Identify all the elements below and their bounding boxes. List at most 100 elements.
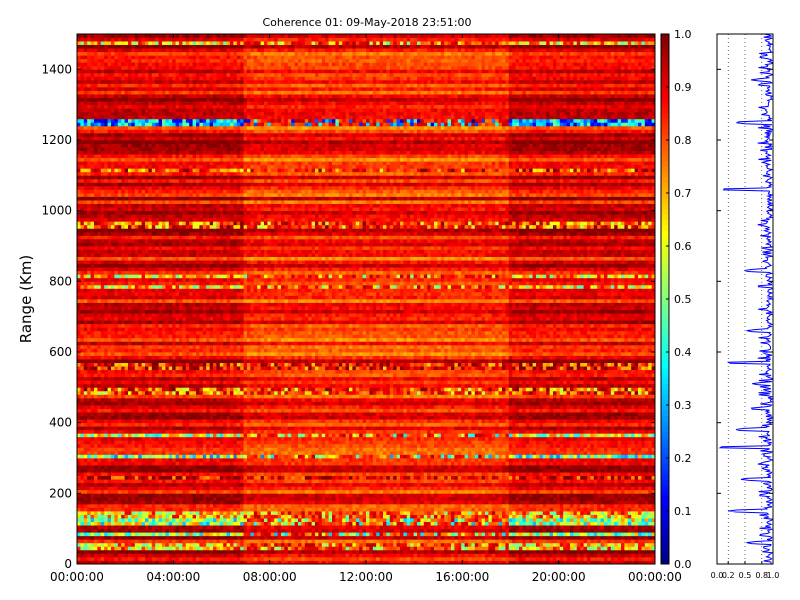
heatmap-cell	[168, 489, 173, 494]
heatmap-cell	[175, 383, 180, 388]
heatmap-cell	[134, 129, 139, 134]
heatmap-cell	[134, 436, 139, 441]
heatmap-cell	[179, 242, 183, 247]
heatmap-cell	[100, 231, 105, 236]
heatmap-cell	[179, 101, 183, 106]
heatmap-cell	[97, 327, 102, 332]
heatmap-cell	[168, 150, 173, 155]
heatmap-cell	[97, 231, 102, 236]
heatmap-cell	[131, 51, 136, 56]
heatmap-cell	[121, 94, 125, 98]
heatmap-cell	[80, 129, 85, 134]
heatmap-cell	[100, 458, 105, 462]
heatmap-cell	[107, 465, 112, 469]
heatmap-cell	[100, 270, 105, 275]
heatmap-cell	[151, 337, 156, 342]
heatmap-cell	[175, 214, 180, 219]
heatmap-cell	[77, 270, 81, 275]
heatmap-cell	[121, 284, 125, 289]
heatmap-cell	[172, 291, 176, 296]
heatmap-cell	[172, 178, 176, 183]
heatmap-cell	[134, 214, 139, 219]
heatmap-cell	[104, 277, 108, 282]
heatmap-cell	[131, 337, 136, 342]
heatmap-cell	[111, 267, 115, 272]
heatmap-cell	[83, 182, 88, 187]
heatmap-cell	[124, 147, 129, 151]
heatmap-cell	[94, 348, 98, 353]
heatmap-cell	[83, 260, 88, 265]
heatmap-cell	[104, 101, 108, 106]
heatmap-cell	[124, 214, 129, 219]
heatmap-cell	[104, 79, 108, 84]
heatmap-cell	[87, 221, 91, 226]
heatmap-cell	[151, 426, 156, 431]
heatmap-cell	[172, 79, 176, 84]
heatmap-cell	[83, 185, 88, 190]
heatmap-cell	[114, 443, 119, 448]
heatmap-cell	[87, 436, 91, 441]
heatmap-cell	[97, 440, 102, 445]
heatmap-cell	[151, 500, 156, 505]
heatmap-cell	[131, 394, 136, 399]
heatmap-cell	[138, 104, 142, 109]
heatmap-cell	[138, 514, 142, 519]
heatmap-cell	[117, 535, 122, 540]
heatmap-cell	[134, 309, 139, 314]
heatmap-cell	[100, 366, 105, 371]
heatmap-cell	[111, 122, 115, 127]
heatmap-cell	[83, 235, 88, 240]
heatmap-cell	[145, 468, 149, 473]
heatmap-cell	[121, 125, 125, 130]
heatmap-cell	[87, 62, 91, 67]
heatmap-cell	[189, 465, 193, 469]
heatmap-cell	[172, 344, 176, 349]
heatmap-cell	[111, 260, 115, 265]
heatmap-cell	[87, 352, 91, 356]
heatmap-cell	[100, 373, 105, 378]
heatmap-cell	[151, 369, 156, 374]
heatmap-cell	[145, 214, 149, 219]
heatmap-cell	[162, 309, 166, 314]
heatmap-cell	[107, 486, 112, 491]
heatmap-cell	[77, 94, 81, 98]
heatmap-cell	[148, 560, 153, 565]
heatmap-cell	[182, 235, 187, 240]
heatmap-cell	[148, 320, 153, 325]
heatmap-cell	[94, 422, 98, 427]
heatmap-cell	[117, 518, 122, 522]
heatmap-cell	[107, 157, 112, 162]
heatmap-cell	[83, 355, 88, 360]
heatmap-cell	[100, 185, 105, 190]
heatmap-cell	[165, 235, 170, 240]
heatmap-cell	[151, 341, 156, 346]
heatmap-cell	[114, 277, 119, 282]
heatmap-cell	[104, 309, 108, 314]
heatmap-cell	[131, 182, 136, 187]
heatmap-cell	[179, 270, 183, 275]
heatmap-cell	[158, 362, 163, 367]
heatmap-cell	[111, 511, 115, 515]
heatmap-cell	[145, 383, 149, 388]
heatmap-cell	[148, 263, 153, 268]
heatmap-cell	[182, 55, 187, 60]
heatmap-cell	[131, 217, 136, 222]
heatmap-cell	[104, 76, 108, 81]
heatmap-cell	[94, 210, 98, 215]
heatmap-cell	[189, 450, 193, 455]
heatmap-cell	[138, 263, 142, 268]
heatmap-cell	[162, 164, 166, 169]
heatmap-cell	[94, 359, 98, 363]
heatmap-cell	[138, 189, 142, 194]
heatmap-cell	[124, 496, 129, 501]
heatmap-cell	[124, 83, 129, 88]
heatmap-cell	[124, 182, 129, 187]
heatmap-cell	[111, 352, 115, 356]
heatmap-cell	[111, 489, 115, 494]
heatmap-cell	[100, 125, 105, 130]
heatmap-cell	[107, 518, 112, 522]
heatmap-cell	[77, 231, 81, 236]
heatmap-cell	[94, 238, 98, 243]
heatmap-cell	[114, 415, 119, 420]
heatmap-cell	[87, 87, 91, 91]
